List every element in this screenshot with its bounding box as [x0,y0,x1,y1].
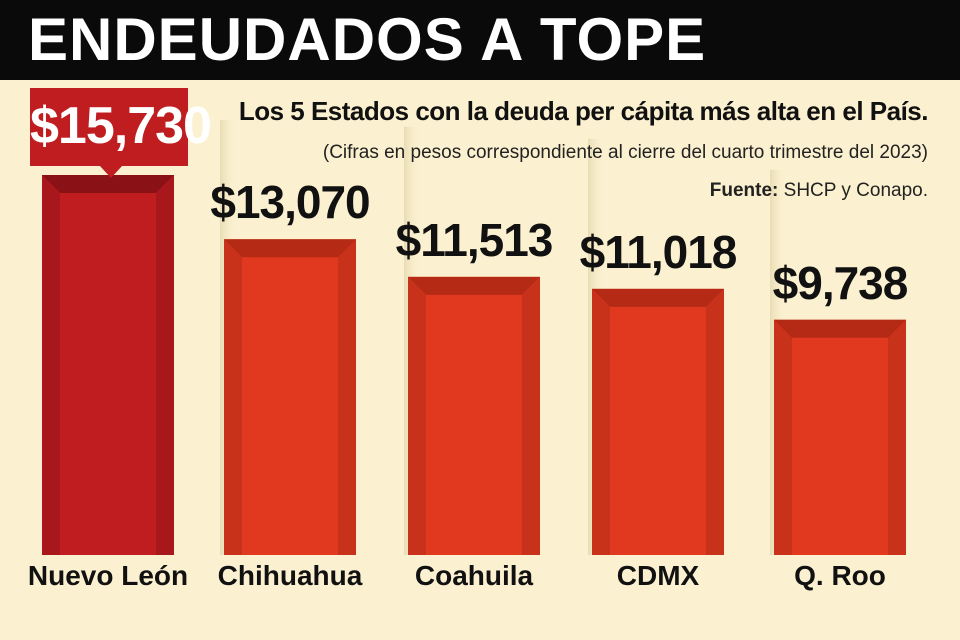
highlight-value-label: $15,730 [30,97,212,155]
bar-chihuahua [224,239,356,555]
header-bar: ENDEUDADOS A TOPE [0,0,960,80]
bar-coahuila [408,276,540,555]
source-text: SHCP y Conapo. [783,180,928,201]
bar-chart [42,120,906,556]
value-label: $9,738 [772,256,909,309]
category-label: Coahuila [414,560,534,591]
chart-title: ENDEUDADOS A TOPE [28,6,707,73]
highlight-callout: $15,730 [30,88,212,166]
value-label: $11,018 [579,225,738,278]
chart-note: (Cifras en pesos correspondiente al cier… [322,142,928,163]
value-label: $13,070 [210,176,370,229]
category-label: CDMX [616,560,700,591]
bar-nuevo-le-n [42,175,174,555]
category-label: Chihuahua [217,560,363,591]
category-label: Nuevo León [27,560,189,591]
value-label: $11,513 [395,213,554,266]
source-label: Fuente: [709,180,779,201]
bar-cdmx [592,288,724,555]
chart-subtitle: Los 5 Estados con la deuda per cápita má… [238,96,929,126]
bar-q-roo [774,319,906,555]
source-line: Fuente: SHCP y Conapo. [710,180,928,202]
category-label: Q. Roo [794,560,886,591]
callout-pointer [100,166,122,178]
